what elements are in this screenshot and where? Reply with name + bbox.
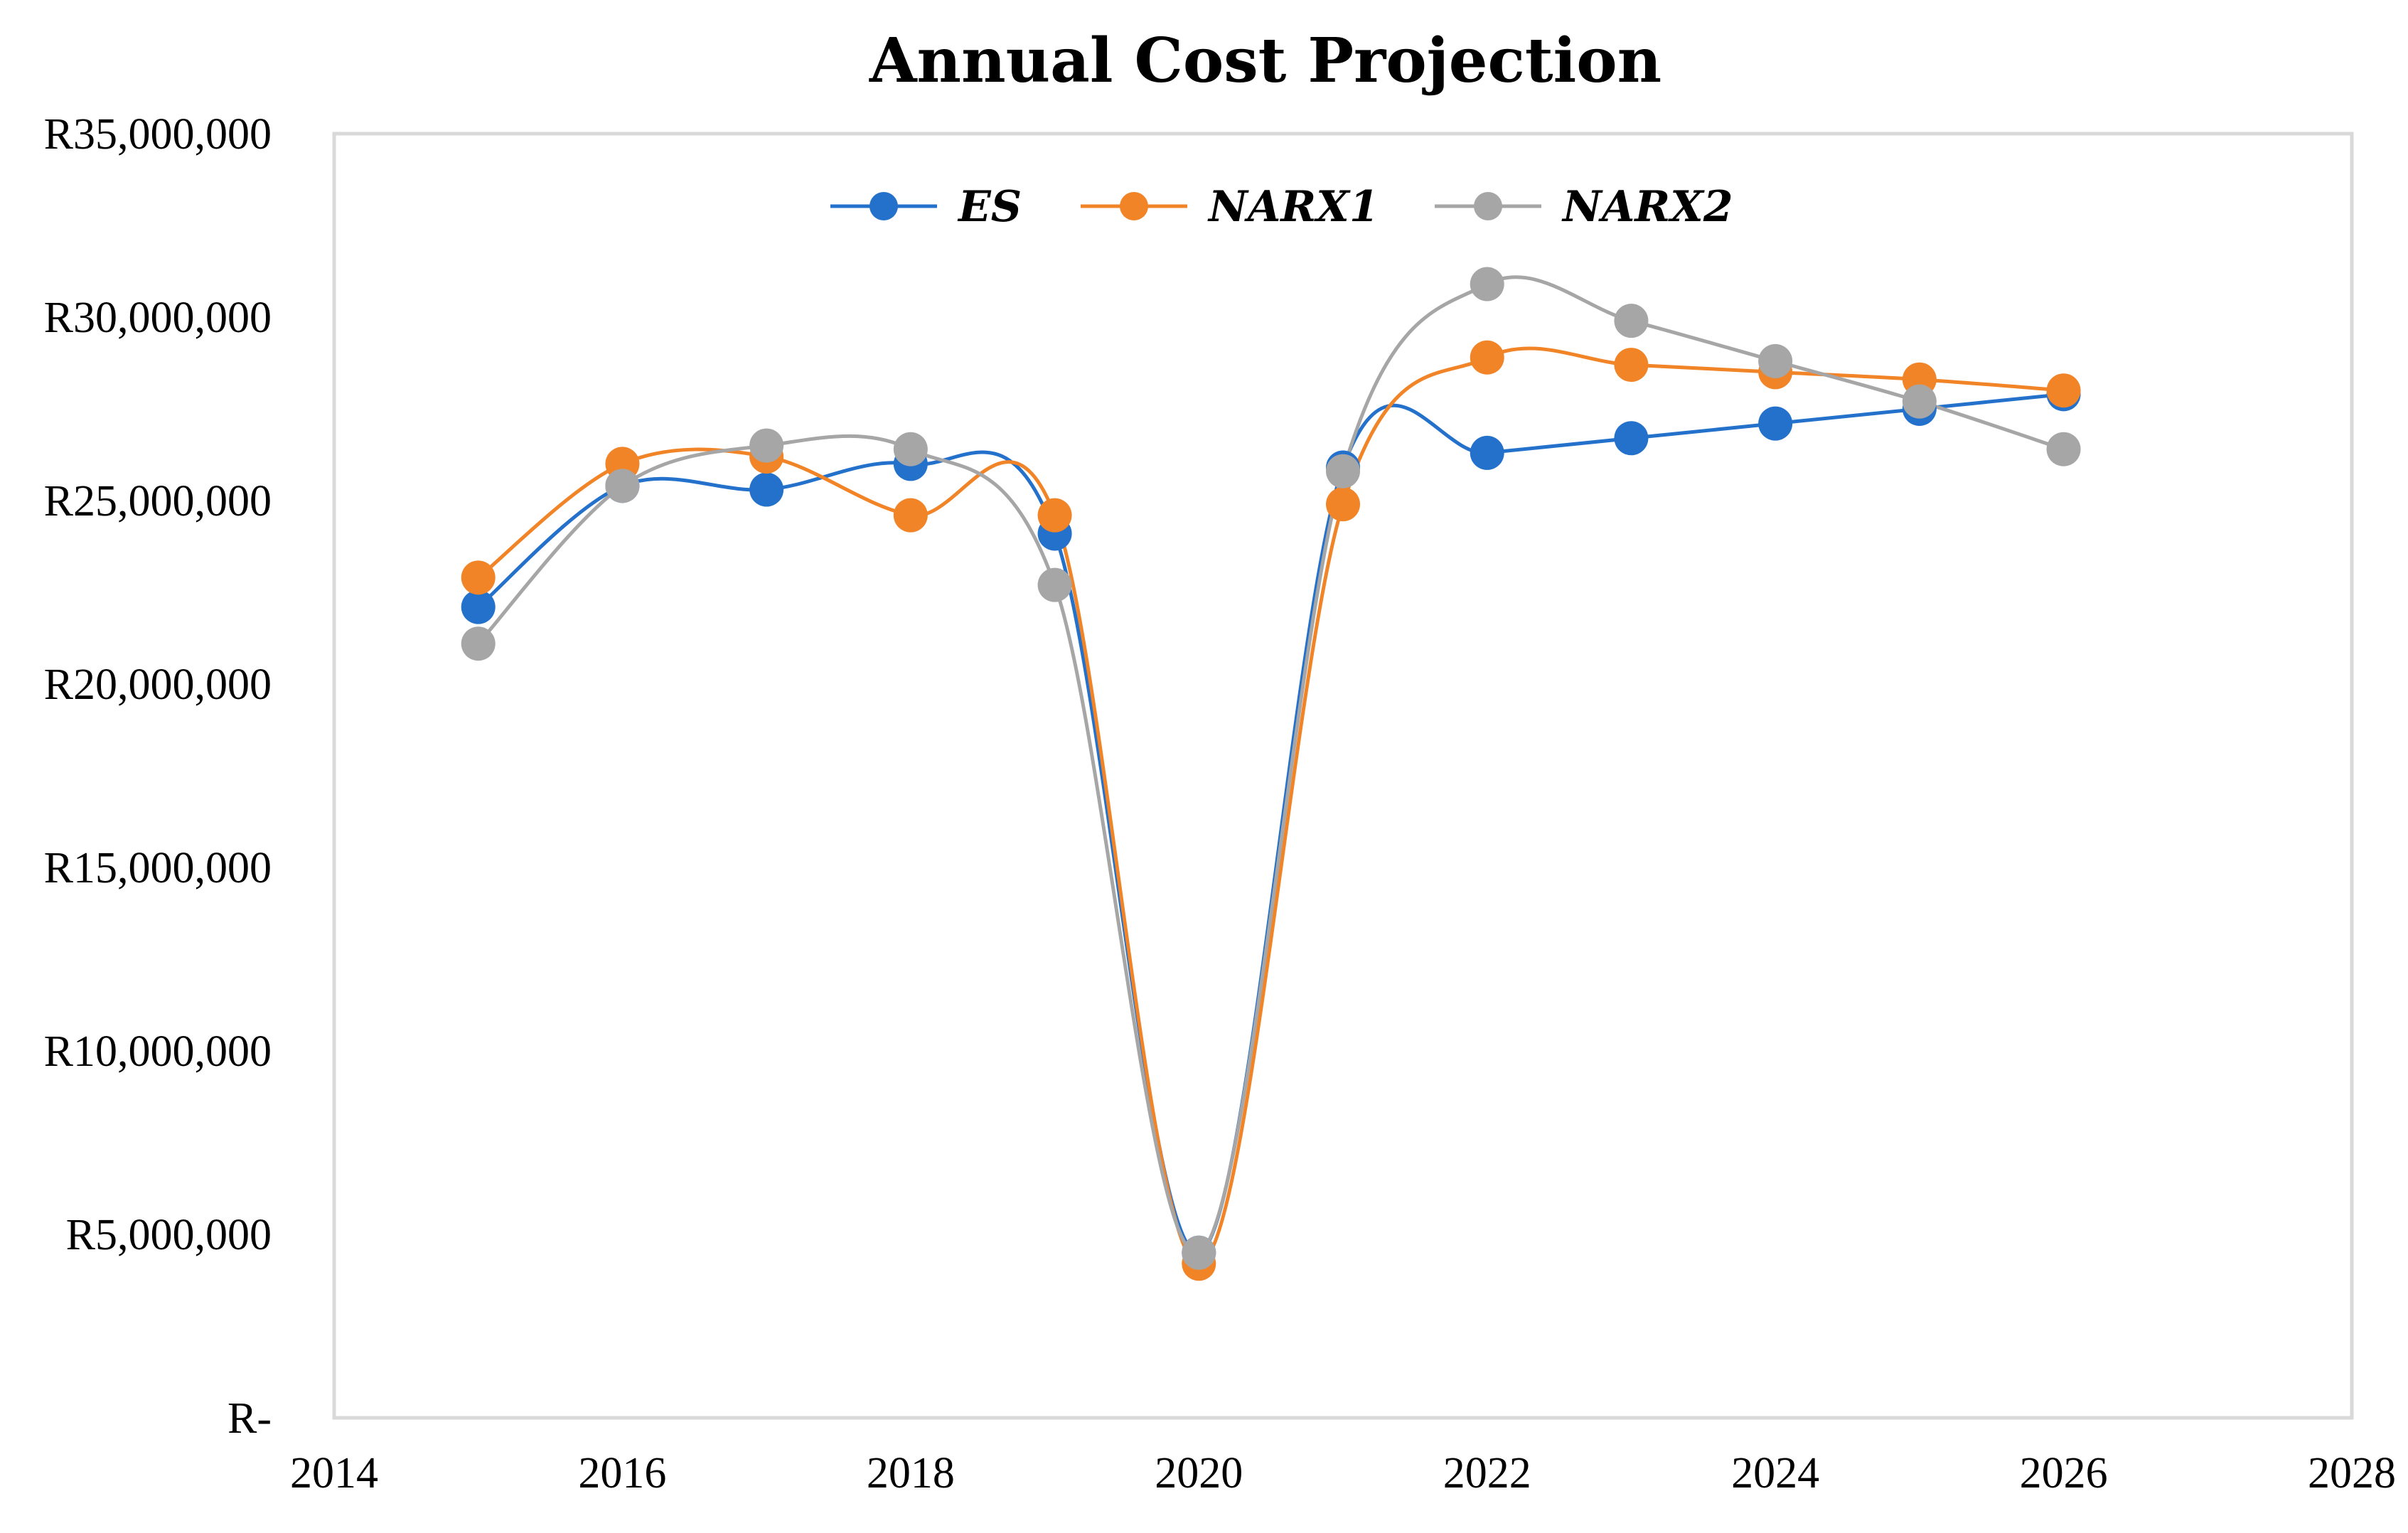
legend: ES NARX1 NARX2	[830, 182, 1733, 232]
data-point-narx2	[1182, 1235, 1216, 1270]
y-tick-label: R10,000,000	[44, 1027, 272, 1076]
data-point-narx1	[1470, 340, 1504, 375]
legend-label-es: ES	[957, 182, 1022, 232]
data-point-narx1	[1614, 348, 1649, 383]
data-point-narx2	[1902, 384, 1937, 419]
x-tick-label: 2018	[867, 1449, 955, 1497]
series-line-narx1	[477, 346, 2064, 1266]
legend-marker-es	[869, 192, 898, 220]
legend-marker-narx2	[1474, 192, 1502, 220]
y-tick-label: R30,000,000	[44, 294, 272, 342]
data-point-narx2	[893, 432, 928, 466]
data-point-narx2	[1037, 567, 1072, 602]
y-tick-label: R5,000,000	[66, 1211, 272, 1259]
y-tick-label: R35,000,000	[44, 110, 272, 159]
data-point-narx1	[1037, 498, 1072, 533]
chart-title: Annual Cost Projection	[869, 25, 1661, 97]
data-point-narx2	[1758, 343, 1793, 378]
legend-label-narx1: NARX1	[1207, 182, 1379, 232]
data-point-narx2	[461, 626, 496, 661]
data-point-narx2	[2046, 432, 2081, 466]
legend-marker-narx1	[1120, 192, 1148, 220]
data-point-es	[1614, 421, 1649, 456]
data-point-es	[1470, 435, 1504, 470]
y-tick-label: R25,000,000	[44, 477, 272, 525]
x-tick-label: 2020	[1155, 1449, 1243, 1497]
y-tick-label: R20,000,000	[44, 661, 272, 709]
x-tick-label: 2016	[578, 1449, 666, 1497]
data-point-narx1	[1326, 487, 1360, 522]
data-point-narx1	[893, 498, 928, 533]
y-tick-label: R15,000,000	[44, 844, 272, 892]
data-point-narx2	[1614, 304, 1649, 338]
y-tick-label: R-	[228, 1394, 272, 1443]
x-tick-label: 2028	[2308, 1449, 2396, 1497]
x-tick-label: 2026	[2020, 1449, 2108, 1497]
data-point-es	[749, 472, 784, 507]
data-point-narx1	[461, 560, 496, 595]
data-point-narx2	[749, 428, 784, 463]
series-points	[461, 267, 2081, 1281]
data-point-narx2	[1470, 267, 1504, 301]
x-tick-label: 2014	[290, 1449, 378, 1497]
legend-label-narx2: NARX2	[1561, 182, 1733, 232]
data-point-narx2	[605, 469, 640, 503]
data-point-es	[461, 589, 496, 624]
y-axis: R- R5,000,000 R10,000,000 R15,000,000 R20,00…	[44, 110, 272, 1443]
data-point-narx1	[2046, 373, 2081, 408]
data-point-es	[1758, 406, 1793, 441]
x-tick-label: 2024	[1731, 1449, 1819, 1497]
x-axis: 2014 2016 2018 2020 2022 2024 2026 2028	[290, 1449, 2396, 1497]
x-tick-label: 2022	[1443, 1449, 1531, 1497]
plot-area	[332, 132, 2354, 1420]
data-point-narx2	[1326, 454, 1360, 488]
